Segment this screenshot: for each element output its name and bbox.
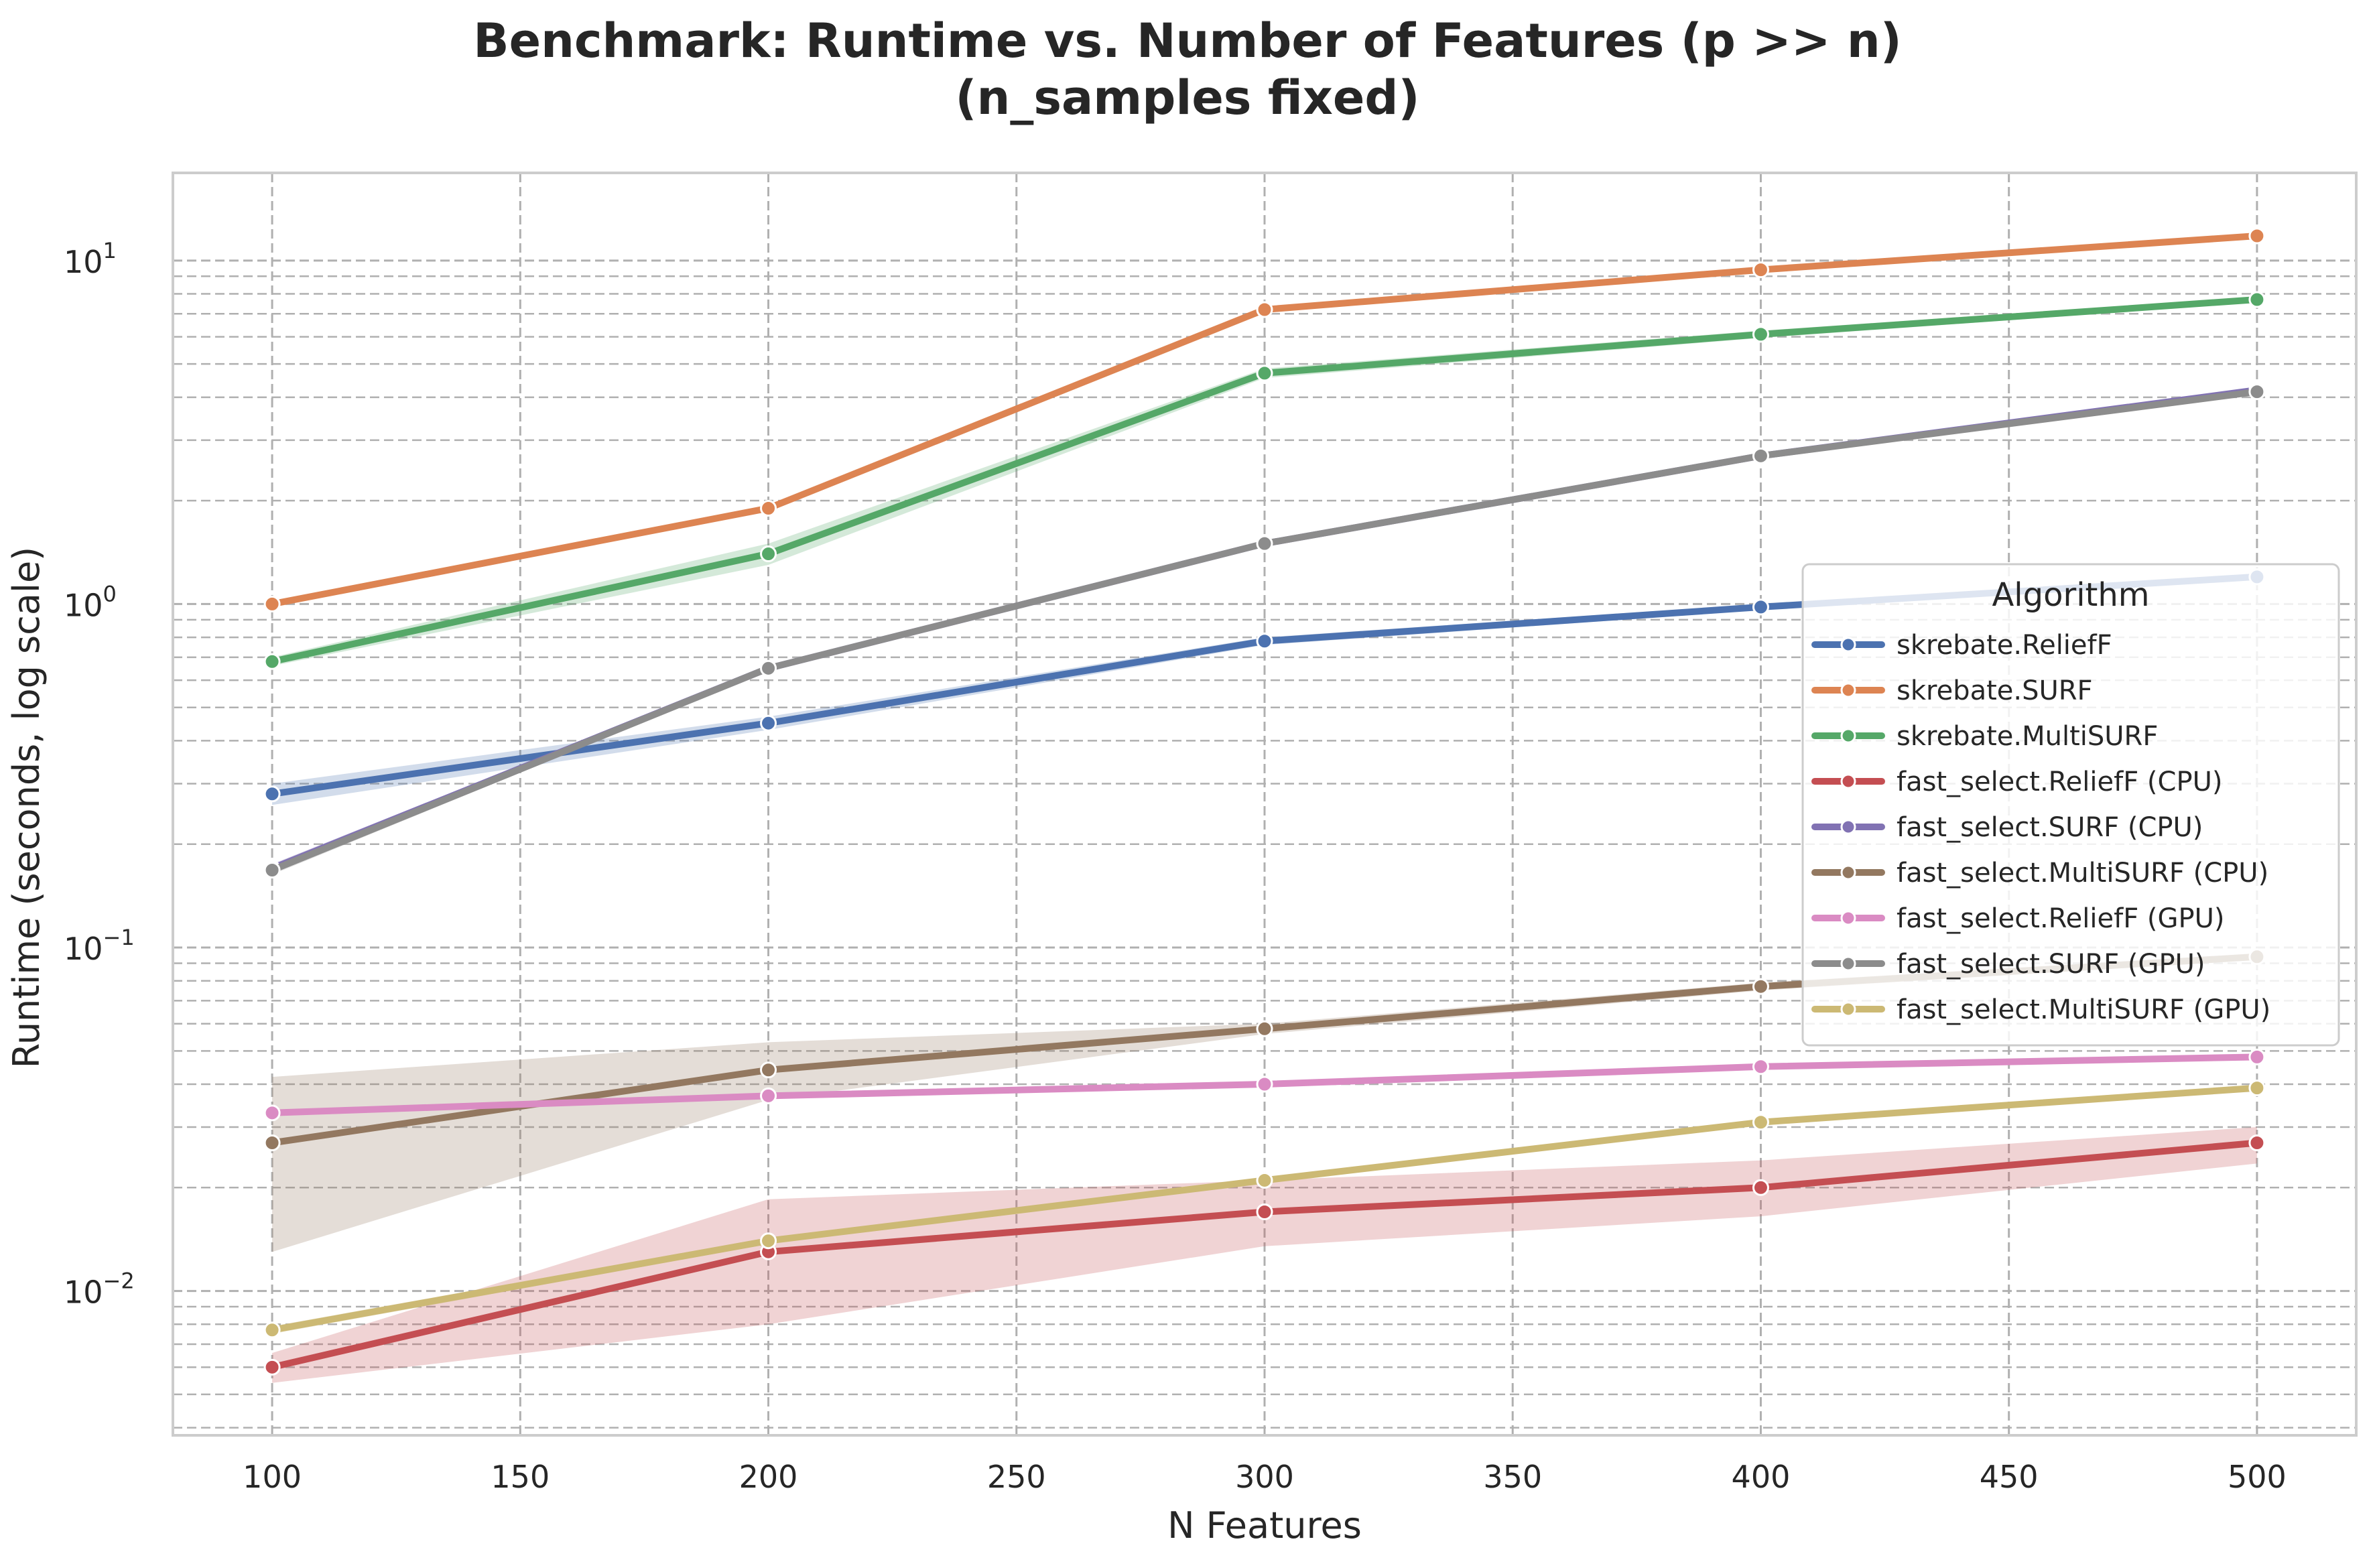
chart-title-line-1: Benchmark: Runtime vs. Number of Feature… [473, 13, 1901, 68]
legend-marker [1840, 819, 1856, 835]
data-point [263, 1134, 281, 1151]
data-point [1752, 1179, 1769, 1196]
data-point [263, 653, 281, 670]
legend-entry: skrebate.SURF [1811, 675, 2093, 706]
x-tick-label: 150 [491, 1459, 550, 1495]
legend-label: fast_select.ReliefF (GPU) [1897, 903, 2225, 934]
data-point [1256, 301, 1273, 318]
y-tick-label: 100 [64, 581, 117, 623]
legend-label: skrebate.SURF [1897, 675, 2093, 706]
y-tick-label: 101 [64, 238, 117, 280]
x-axis-label: N Features [1167, 1504, 1362, 1547]
x-tick-label: 200 [739, 1459, 798, 1495]
x-tick-label: 400 [1732, 1459, 1791, 1495]
legend-marker [1840, 956, 1856, 972]
data-point [1256, 1075, 1273, 1093]
legend-label: fast_select.MultiSURF (CPU) [1897, 858, 2268, 889]
data-point [1752, 326, 1769, 343]
x-tick-label: 450 [1980, 1459, 2039, 1495]
data-point [1752, 447, 1769, 464]
data-point [1256, 1020, 1273, 1037]
x-tick-label: 350 [1483, 1459, 1542, 1495]
legend-entry: skrebate.ReliefF [1811, 630, 2112, 661]
data-point [760, 1232, 777, 1250]
legend-label: skrebate.ReliefF [1897, 630, 2112, 661]
x-tick-label: 100 [243, 1459, 302, 1495]
data-point [1752, 978, 1769, 995]
data-point [1256, 1203, 1273, 1220]
legend-entry: fast_select.ReliefF (CPU) [1811, 767, 2222, 797]
data-point [1256, 535, 1273, 552]
data-point [760, 1087, 777, 1104]
legend-marker [1840, 682, 1856, 698]
legend-box [1801, 563, 2340, 1047]
data-point [760, 659, 777, 677]
legend-entry: fast_select.MultiSURF (CPU) [1811, 858, 2268, 889]
legend-marker [1840, 910, 1856, 926]
data-point [263, 1104, 281, 1122]
data-point [263, 862, 281, 879]
legend: Algorithm skrebate.ReliefF skrebate.SURF sk… [1801, 563, 2340, 1047]
legend-entry: skrebate.MultiSURF [1811, 721, 2158, 752]
data-point [1256, 1171, 1273, 1189]
y-tick-label: 10−2 [64, 1268, 135, 1311]
data-point [2248, 383, 2266, 401]
legend-label: fast_select.ReliefF (CPU) [1897, 767, 2222, 797]
data-point [263, 595, 281, 612]
data-point [760, 545, 777, 563]
legend-entry: fast_select.SURF (CPU) [1811, 812, 2203, 843]
legend-marker [1840, 773, 1856, 789]
legend-entry: fast_select.ReliefF (GPU) [1811, 903, 2225, 934]
legend-label: fast_select.SURF (GPU) [1897, 949, 2205, 980]
data-point [263, 785, 281, 803]
data-point [2248, 1080, 2266, 1097]
legend-marker [1840, 864, 1856, 880]
data-point [263, 1358, 281, 1376]
legend-title: Algorithm [1992, 576, 2149, 614]
x-tick-label: 300 [1235, 1459, 1294, 1495]
legend-label: fast_select.MultiSURF (GPU) [1897, 994, 2270, 1025]
x-tick-label: 250 [987, 1459, 1046, 1495]
legend-marker [1840, 728, 1856, 744]
data-point [2248, 291, 2266, 308]
y-tick-label: 10−1 [64, 925, 135, 967]
x-tick-label: 500 [2228, 1459, 2287, 1495]
data-point [2248, 1134, 2266, 1151]
data-point [1752, 261, 1769, 279]
data-point [1752, 1058, 1769, 1075]
chart-title-line-2: (n_samples fixed) [956, 70, 1420, 125]
y-axis-label: Runtime (seconds, log scale) [5, 547, 48, 1069]
legend-entry: fast_select.SURF (GPU) [1811, 949, 2205, 980]
data-point [760, 500, 777, 517]
legend-label: fast_select.SURF (CPU) [1897, 812, 2203, 843]
data-point [1256, 365, 1273, 382]
legend-entry: fast_select.MultiSURF (GPU) [1811, 994, 2270, 1025]
legend-marker [1840, 1001, 1856, 1017]
data-point [760, 1061, 777, 1079]
data-point [1752, 1114, 1769, 1131]
data-point [760, 714, 777, 732]
data-point [1256, 633, 1273, 650]
plot-area: 100 150 200 250 300 350 400 450 500 10−2 10−1 100 10… [64, 172, 2358, 1495]
plot-frame [172, 172, 2358, 1437]
legend-marker [1840, 637, 1856, 653]
data-point [2248, 227, 2266, 245]
data-point [2248, 1048, 2266, 1065]
confidence-band [272, 954, 2257, 1252]
legend-label: skrebate.MultiSURF [1897, 721, 2158, 752]
data-point [263, 1321, 281, 1339]
data-point [1752, 598, 1769, 616]
